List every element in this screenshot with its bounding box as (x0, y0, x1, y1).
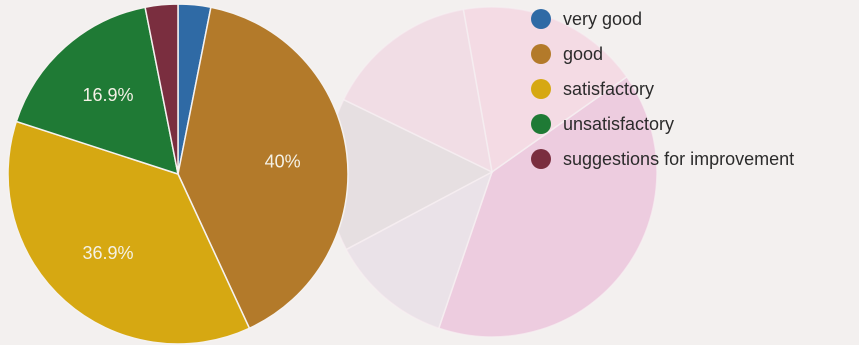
legend-label: suggestions for improvement (563, 149, 794, 169)
background-pie-slice (342, 8, 493, 174)
legend-label: unsatisfactory (563, 114, 674, 134)
legend-item: unsatisfactory (531, 114, 674, 134)
legend-item: suggestions for improvement (531, 149, 794, 169)
legend-label: good (563, 44, 603, 64)
slice-label: 40% (265, 151, 301, 171)
slice-label: 16.9% (82, 85, 133, 105)
pie-slice-good (177, 6, 349, 330)
legend-swatch (531, 149, 551, 169)
slice-labels: 40% 36.9% 16.9% (82, 85, 300, 263)
pie-slice-suggestions-for-improvement (144, 3, 179, 175)
background-pie-slice (437, 75, 658, 338)
legend: very good good satisfactory unsatisfactory s… (531, 9, 794, 169)
legend-label: very good (563, 9, 642, 29)
pie-slice-unsatisfactory (15, 6, 179, 176)
legend-swatch (531, 79, 551, 99)
background-pie-slice (345, 170, 494, 330)
legend-item: very good (531, 9, 642, 29)
legend-label: satisfactory (563, 79, 654, 99)
legend-item: satisfactory (531, 79, 654, 99)
legend-swatch (531, 114, 551, 134)
main-pie (7, 3, 349, 345)
slice-label: 36.9% (82, 243, 133, 263)
pie-slice-satisfactory (7, 120, 251, 345)
legend-item: good (531, 44, 603, 64)
legend-swatch (531, 9, 551, 29)
legend-swatch (531, 44, 551, 64)
faded-background-pie (326, 6, 658, 338)
